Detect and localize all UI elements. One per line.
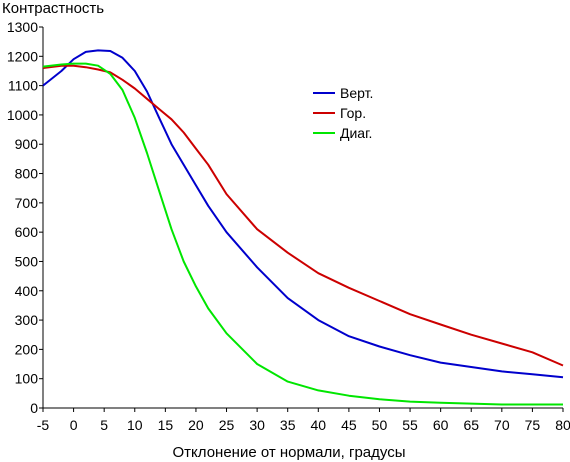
y-tick-label: 400 [15, 283, 39, 299]
y-tick-label: 900 [15, 136, 39, 152]
y-tick-label: 100 [15, 371, 39, 387]
x-tick-label: 5 [100, 417, 108, 433]
x-tick-label: 50 [372, 417, 388, 433]
legend-label-2: Гор. [340, 105, 366, 121]
y-tick-label: 1300 [7, 19, 38, 35]
series-line-1 [42, 49, 564, 379]
x-tick-label: 65 [463, 417, 479, 433]
y-tick-label: 1100 [8, 78, 38, 94]
x-tick-label: 80 [555, 417, 570, 433]
x-tick-label: 70 [494, 417, 510, 433]
legend-label-1: Верт. [340, 85, 373, 101]
y-tick-label: 200 [15, 341, 39, 357]
x-tick-label: 75 [525, 417, 541, 433]
x-tick-label: 25 [219, 417, 235, 433]
x-tick-label: -5 [37, 417, 50, 433]
x-tick-label: 15 [158, 417, 174, 433]
legend: Верт. Гор. Диаг. [313, 85, 373, 141]
legend-label-3: Диаг. [340, 125, 372, 141]
x-tick-label: 60 [433, 417, 449, 433]
y-tick-label: 500 [15, 253, 39, 269]
x-tick-label: 35 [280, 417, 296, 433]
x-tick-label: 0 [70, 417, 78, 433]
series-line-3 [42, 62, 563, 406]
y-tick-label: 0 [30, 400, 38, 416]
y-tick-label: 1200 [7, 48, 38, 64]
y-tick-label: 1000 [7, 107, 38, 123]
x-tick-label: 30 [249, 417, 265, 433]
y-tick-label: 800 [15, 166, 39, 182]
y-tick-label: 300 [15, 312, 39, 328]
x-tick-label: 55 [402, 417, 418, 433]
y-tick-label: 700 [15, 195, 39, 211]
y-tick-label: 600 [15, 224, 39, 240]
x-tick-label: 10 [127, 417, 143, 433]
x-axis-title: Отклонение от нормали, градусы [173, 444, 406, 461]
x-tick-label: 45 [341, 417, 357, 433]
series-line-2 [42, 64, 564, 367]
plot-area: 0100200300400500600700800900100011001200… [7, 19, 570, 433]
x-tick-label: 40 [311, 417, 327, 433]
x-tick-label: 20 [188, 417, 204, 433]
y-axis-title: Контрастность [2, 0, 104, 17]
